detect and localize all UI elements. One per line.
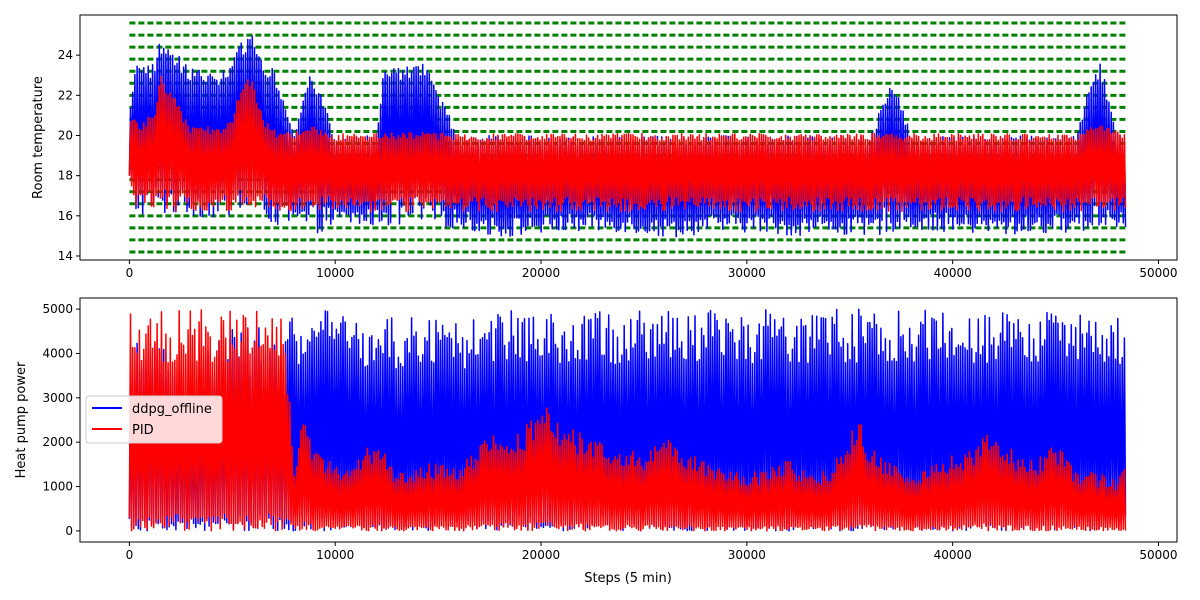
y-tick-label: 5000: [42, 302, 73, 316]
legend-label-ddpg-offline: ddpg_offline: [132, 402, 212, 417]
x-tick-label: 20000: [522, 548, 560, 562]
y-tick-label: 0: [65, 524, 73, 538]
y-tick-label: 2000: [42, 435, 73, 449]
y-tick-label: 4000: [42, 346, 73, 360]
x-tick-label: 30000: [728, 266, 766, 280]
legend-label-pid: PID: [132, 423, 154, 438]
power-y-ticks: 0 1000 2000 3000 4000 5000: [42, 302, 80, 538]
x-tick-label: 0: [126, 548, 134, 562]
y-tick-label: 18: [58, 169, 73, 183]
ddpg_offline-series-line: [128, 35, 1127, 238]
temperature-axes-frame: [79, 14, 1178, 261]
x-tick-label: 0: [126, 266, 134, 280]
temperature-x-ticks: 0 10000 20000 30000 40000 50000: [126, 260, 1178, 280]
x-tick-label: 40000: [934, 548, 972, 562]
power-plot-area: [128, 308, 1127, 532]
temperature-y-axis-label: Room temperature: [31, 76, 46, 199]
x-tick-label: 50000: [1139, 548, 1177, 562]
y-tick-label: 24: [58, 48, 73, 62]
y-tick-label: 1000: [42, 480, 73, 494]
y-tick-label: 20: [58, 128, 73, 142]
legend: ddpg_offline PID: [85, 395, 223, 444]
x-tick-label: 20000: [522, 266, 560, 280]
y-tick-label: 22: [58, 88, 73, 102]
x-axis-label: Steps (5 min): [584, 571, 672, 586]
y-tick-label: 16: [58, 209, 73, 223]
power-axes-frame: [79, 297, 1178, 543]
temperature-panel: 0 10000 20000 30000 40000 50000 141618202224 …: [31, 14, 1178, 280]
power-x-ticks: 0 10000 20000 30000 40000 50000: [126, 542, 1178, 562]
y-tick-label: 3000: [42, 391, 73, 405]
power-y-axis-label: Heat pump power: [14, 361, 29, 478]
x-tick-label: 10000: [316, 548, 354, 562]
temperature-y-ticks: 14 16 18 20 22 24: [58, 48, 80, 263]
power-panel: 0 10000 20000 30000 40000 50000 0 1000 2000 3000…: [14, 297, 1178, 586]
x-tick-label: 30000: [728, 548, 766, 562]
x-tick-label: 40000: [934, 266, 972, 280]
y-tick-label: 14: [58, 249, 73, 263]
temperature-plot-area: [128, 21, 1127, 254]
PID-series-line: [128, 75, 1127, 213]
PID-series-line: [128, 309, 1127, 532]
x-tick-label: 10000: [316, 266, 354, 280]
x-tick-label: 50000: [1139, 266, 1177, 280]
